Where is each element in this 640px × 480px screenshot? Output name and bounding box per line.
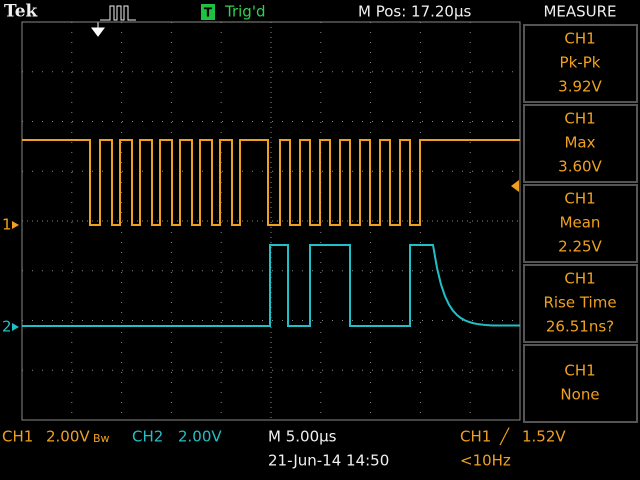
trigger-source: CH1 <box>460 428 491 446</box>
measure-box <box>523 24 638 103</box>
measure-label: Rise Time <box>543 294 616 312</box>
trigger-slope: ╱ <box>499 428 510 446</box>
frequency: <10Hz <box>460 452 511 470</box>
ch1-marker-arrow <box>12 221 19 229</box>
measure-source: CH1 <box>564 110 595 128</box>
trigger-level: 1.52V <box>522 428 566 446</box>
ch2-marker: 2 <box>2 318 12 336</box>
measure-label: Pk-Pk <box>560 54 601 72</box>
ch2-marker-arrow <box>12 323 19 331</box>
measure-source: CH1 <box>564 30 595 48</box>
brand: Tek <box>4 2 39 22</box>
ch1-marker: 1 <box>2 216 12 234</box>
measure-source: CH1 <box>564 270 595 288</box>
ch2-label: CH2 <box>132 428 163 446</box>
measure-title: MEASURE <box>543 3 616 21</box>
measure-box <box>523 184 638 263</box>
measure-value: 3.92V <box>558 78 602 96</box>
ch1-bandwidth: Bw <box>93 432 110 445</box>
ch1-scale: 2.00V <box>46 428 90 446</box>
measure-value: 3.60V <box>558 158 602 176</box>
graticule <box>21 21 521 421</box>
ch2-scale: 2.00V <box>178 428 222 446</box>
measure-label: None <box>560 386 599 404</box>
trigger-icon: T <box>204 6 213 20</box>
measure-source: CH1 <box>564 190 595 208</box>
trigger-position-marker <box>91 22 105 37</box>
trigger-icon-box <box>201 4 215 20</box>
measure-panel: CH1 Pk-Pk 3.92V CH1 Max 3.60V CH1 Mean 2.25V CH1 R… <box>523 24 638 423</box>
measure-label: Max <box>564 134 595 152</box>
measure-value: 2.25V <box>558 238 602 256</box>
position: M Pos: 17.20µs <box>358 3 472 21</box>
measure-label: Mean <box>560 214 601 232</box>
measure-value: 26.51ns? <box>546 318 614 336</box>
trigger-level-marker <box>511 180 519 192</box>
trigger-status: Trig'd <box>224 3 265 21</box>
ch1-label: CH1 <box>2 428 33 446</box>
measure-box <box>523 104 638 183</box>
ch1-waveform <box>22 139 520 226</box>
datetime: 21-Jun-14 14:50 <box>268 452 389 470</box>
trigger-type-icon <box>100 5 136 21</box>
timebase: M 5.00µs <box>268 428 337 446</box>
measure-source: CH1 <box>564 362 595 380</box>
measure-box <box>523 344 638 423</box>
measure-box <box>523 264 638 343</box>
ch2-waveform <box>22 244 520 327</box>
